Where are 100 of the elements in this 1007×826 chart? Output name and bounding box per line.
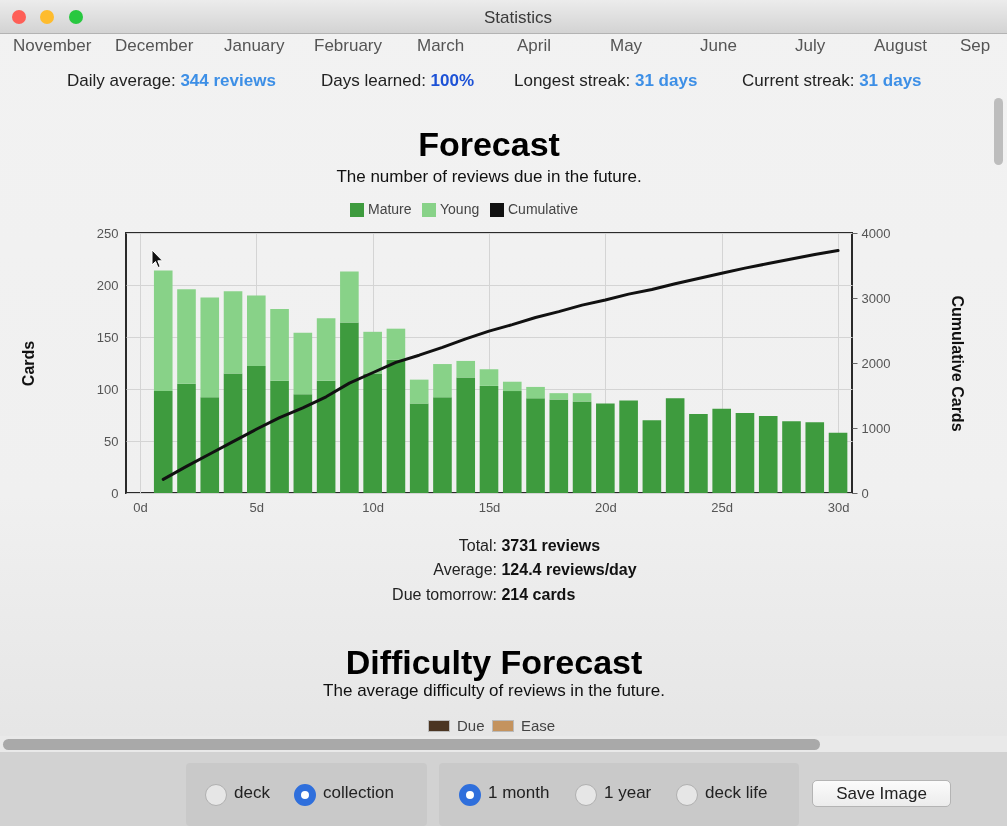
bar (363, 331, 382, 374)
bar (619, 400, 638, 493)
bar (572, 401, 592, 493)
bar (689, 413, 708, 493)
x-tick-label: 5d (249, 499, 265, 515)
y-tick-label: 100 (96, 381, 119, 397)
bar (502, 391, 522, 493)
bar (223, 373, 243, 493)
text: May (610, 36, 643, 56)
text: Statistics (483, 8, 553, 28)
text: deck life (705, 783, 768, 803)
legend-label: Young (440, 201, 480, 217)
x-tick-label: 10d (362, 499, 385, 515)
y-tick-label: 150 (96, 329, 119, 345)
bar (712, 408, 731, 493)
bar (526, 398, 545, 493)
text: June (700, 36, 737, 56)
bar (200, 397, 220, 493)
text: Ease (521, 717, 556, 735)
text: deck (234, 783, 270, 803)
bar (363, 373, 382, 493)
line-series (161, 249, 840, 481)
text: The average difficulty of reviews in the future. (323, 681, 665, 701)
bar (177, 383, 196, 493)
y-axis-title: Cards (19, 340, 37, 387)
bar (153, 391, 173, 493)
text: Total: 3731 reviews (458, 536, 601, 554)
bar (502, 381, 522, 392)
text: Daily average: 344 reviews (67, 71, 276, 90)
chart-subtitle: The number of reviews due in the future. (336, 167, 642, 186)
text: April (517, 36, 552, 56)
bar (316, 380, 336, 493)
y2-tick-label: 4000 (861, 225, 891, 241)
text: January (224, 36, 285, 56)
text: March (417, 36, 465, 56)
text: Longest streak: 31 days (514, 71, 698, 90)
text: November (13, 36, 92, 56)
bar (409, 379, 429, 404)
text: Current streak: 31 days (742, 71, 922, 90)
bar (642, 420, 662, 493)
legend-label: Mature (368, 201, 412, 217)
bar (247, 366, 266, 493)
bar (549, 399, 569, 493)
bar (828, 432, 848, 493)
bar (479, 385, 499, 493)
x-tick-label: 15d (478, 499, 501, 515)
button: Save Image (812, 780, 951, 807)
text: Days learned: 100% (321, 71, 475, 90)
bar (433, 364, 452, 398)
bar (758, 416, 778, 493)
x-tick-label: 25d (711, 499, 734, 515)
text: 1 month (488, 783, 550, 803)
bar (549, 393, 569, 400)
x-tick-label: 20d (594, 499, 617, 515)
y-tick-label: 200 (96, 277, 119, 293)
chart-title: Forecast (418, 125, 560, 163)
y-tick-label: 50 (104, 433, 119, 449)
bar (293, 394, 313, 493)
bar (456, 360, 476, 378)
legend-label: Cumulative (508, 201, 579, 217)
text: February (314, 36, 383, 56)
bar (386, 328, 406, 360)
text: 1 year (604, 783, 652, 803)
y2-tick-label: 1000 (861, 420, 891, 436)
text: July (795, 36, 826, 56)
bar (805, 422, 825, 493)
bar (340, 322, 359, 493)
y-tick-label: 250 (96, 225, 119, 241)
bar (735, 412, 755, 493)
text: Average: 124.4 reviews/day (433, 560, 637, 578)
x-tick-label: 30d (827, 499, 850, 515)
y-tick-label: 0 (111, 485, 119, 501)
bar (665, 398, 685, 493)
bar (270, 308, 289, 381)
text: Due (457, 717, 485, 735)
y2-tick-label: 0 (861, 485, 869, 501)
y2-axis-title: Cumulative Cards (949, 295, 967, 432)
bar (153, 270, 173, 392)
y2-tick-label: 2000 (861, 355, 891, 371)
bar (526, 386, 545, 399)
bar (433, 397, 452, 493)
bar (456, 377, 476, 493)
bar (177, 289, 196, 384)
bar (409, 403, 429, 493)
bar (316, 318, 336, 381)
bar (200, 297, 220, 398)
text: August (874, 36, 927, 56)
text: December (115, 36, 194, 56)
bar (223, 291, 243, 374)
bar (270, 380, 289, 493)
bar (247, 295, 266, 367)
bar (479, 369, 499, 386)
bar (572, 393, 592, 402)
x-tick-label: 0d (133, 499, 148, 515)
text: collection (323, 783, 394, 803)
bar (386, 359, 406, 493)
bar (293, 332, 313, 395)
text: Sep (960, 36, 991, 56)
y2-tick-label: 3000 (861, 290, 891, 306)
bar (340, 271, 359, 323)
